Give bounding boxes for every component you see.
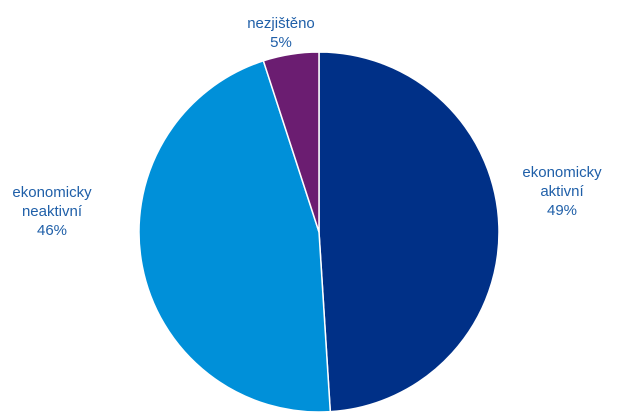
slice-label-line: ekonomicky [522, 164, 602, 181]
slice-label-line: neaktivní [21, 203, 83, 220]
slice-label-ekonomicky-neaktivni: ekonomicky neaktivní 46% [6, 183, 98, 240]
pie-slice-2 [262, 51, 320, 233]
slice-label-line: nezjištěno [247, 15, 315, 32]
pie-slice-1 [138, 60, 332, 412]
slice-label-ekonomicky-aktivni: ekonomicky aktivní 49% [516, 163, 608, 220]
slice-label-line: aktivní [540, 183, 584, 200]
slice-value-label: 46% [36, 222, 68, 239]
slice-value-label: 5% [270, 34, 292, 51]
pie-slice-0 [318, 51, 500, 412]
slice-label-line: ekonomicky [12, 184, 92, 201]
slice-value-label: 49% [546, 202, 578, 219]
slice-label-nezjisteno: nezjištěno 5% [236, 14, 326, 52]
